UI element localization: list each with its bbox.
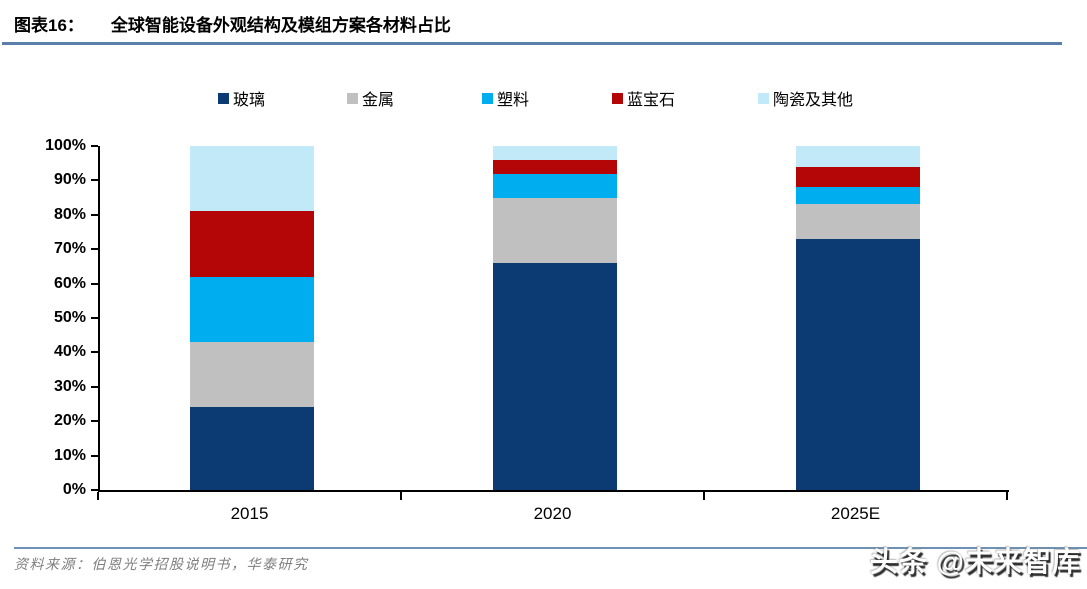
y-axis-tick-label: 10%	[53, 446, 86, 464]
bar-segment-2025E	[795, 146, 920, 167]
y-axis-tick-mark	[91, 385, 98, 388]
legend-item: 蓝宝石	[612, 86, 675, 110]
y-axis-tick-label: 50%	[53, 309, 86, 326]
bar-segment-2020	[492, 146, 617, 160]
legend-item: 陶瓷及其他	[758, 86, 853, 110]
y-axis-tick-mark	[91, 351, 98, 354]
bar-segment-2015	[189, 276, 314, 343]
y-axis-tick-label: 0%	[62, 481, 86, 498]
bar-segment-2020	[492, 173, 617, 198]
legend-item: 塑料	[482, 86, 529, 110]
bar-segment-2025E	[795, 238, 920, 490]
legend-label: 玻璃	[233, 92, 266, 109]
y-axis-tick-label: 40%	[53, 343, 86, 361]
footer-divider	[14, 547, 1087, 549]
legend-swatch-icon	[482, 92, 493, 104]
y-axis-tick-mark	[91, 420, 98, 423]
legend-item: 金属	[347, 86, 394, 110]
figure-number-label: 图表16：	[14, 16, 84, 35]
y-axis-tick-mark	[91, 179, 98, 182]
legend-swatch-icon	[347, 92, 358, 104]
chart-legend: 玻璃 金属 塑料 蓝宝石 陶瓷及其他	[0, 86, 1087, 110]
legend-item: 玻璃	[218, 86, 265, 110]
y-axis-tick-label: 90%	[53, 171, 86, 189]
bar-segment-2015	[189, 211, 314, 277]
bar-segment-2020	[492, 159, 617, 174]
legend-label: 蓝宝石	[627, 92, 676, 109]
legend-label: 金属	[362, 92, 395, 109]
bar-segment-2015	[189, 146, 314, 212]
legend-swatch-icon	[758, 92, 769, 104]
y-axis-tick-label: 80%	[53, 205, 86, 223]
bar-segment-2025E	[795, 187, 920, 205]
y-axis-tick-label: 70%	[53, 240, 86, 258]
bar-segment-2020	[492, 197, 617, 263]
y-axis-tick-mark	[91, 248, 98, 251]
x-axis-tick-mark	[400, 492, 402, 500]
x-axis-label: 2015	[230, 504, 269, 523]
y-axis-tick-mark	[91, 489, 98, 491]
title-divider	[2, 42, 1062, 45]
bar-segment-2015	[189, 407, 314, 490]
y-axis-tick-label: 20%	[53, 412, 86, 430]
y-axis-tick-mark	[91, 317, 98, 319]
y-axis-tick-label: 60%	[53, 274, 86, 292]
x-axis-tick-mark	[1006, 492, 1008, 500]
page-title: 全球智能设备外观结构及模组方案各材料占比	[110, 16, 451, 35]
bar-segment-2025E	[795, 166, 920, 188]
x-axis-label: 2020	[533, 504, 572, 523]
bar-segment-2015	[189, 342, 314, 408]
y-axis-tick-label: 100%	[45, 137, 86, 154]
stacked-bar-chart: 0% 10% 20% 30% 40% 50% 60% 70% 80% 90% 100% 2015 202…	[0, 137, 1087, 546]
bar-segment-2025E	[795, 204, 920, 239]
plot-area	[98, 146, 1009, 492]
legend-swatch-icon	[612, 92, 623, 104]
y-axis-tick-mark	[91, 282, 98, 285]
y-axis-tick-mark	[91, 213, 98, 216]
figure-title-row: 图表16： 全球智能设备外观结构及模组方案各材料占比	[14, 11, 451, 36]
bar-segment-2020	[492, 262, 617, 490]
x-axis-tick-mark	[703, 492, 705, 500]
legend-label: 陶瓷及其他	[773, 92, 854, 109]
x-axis-tick-mark	[97, 492, 99, 500]
watermark: 头条 @未来智库	[869, 546, 1081, 577]
source-note: 资料来源：伯恩光学招股说明书，华泰研究	[14, 558, 309, 573]
legend-label: 塑料	[497, 92, 530, 109]
legend-swatch-icon	[218, 92, 229, 104]
y-axis-tick-mark	[91, 454, 98, 457]
y-axis-tick-mark	[91, 145, 98, 147]
y-axis-tick-label: 30%	[53, 377, 86, 395]
x-axis-label: 2025E	[830, 504, 881, 523]
